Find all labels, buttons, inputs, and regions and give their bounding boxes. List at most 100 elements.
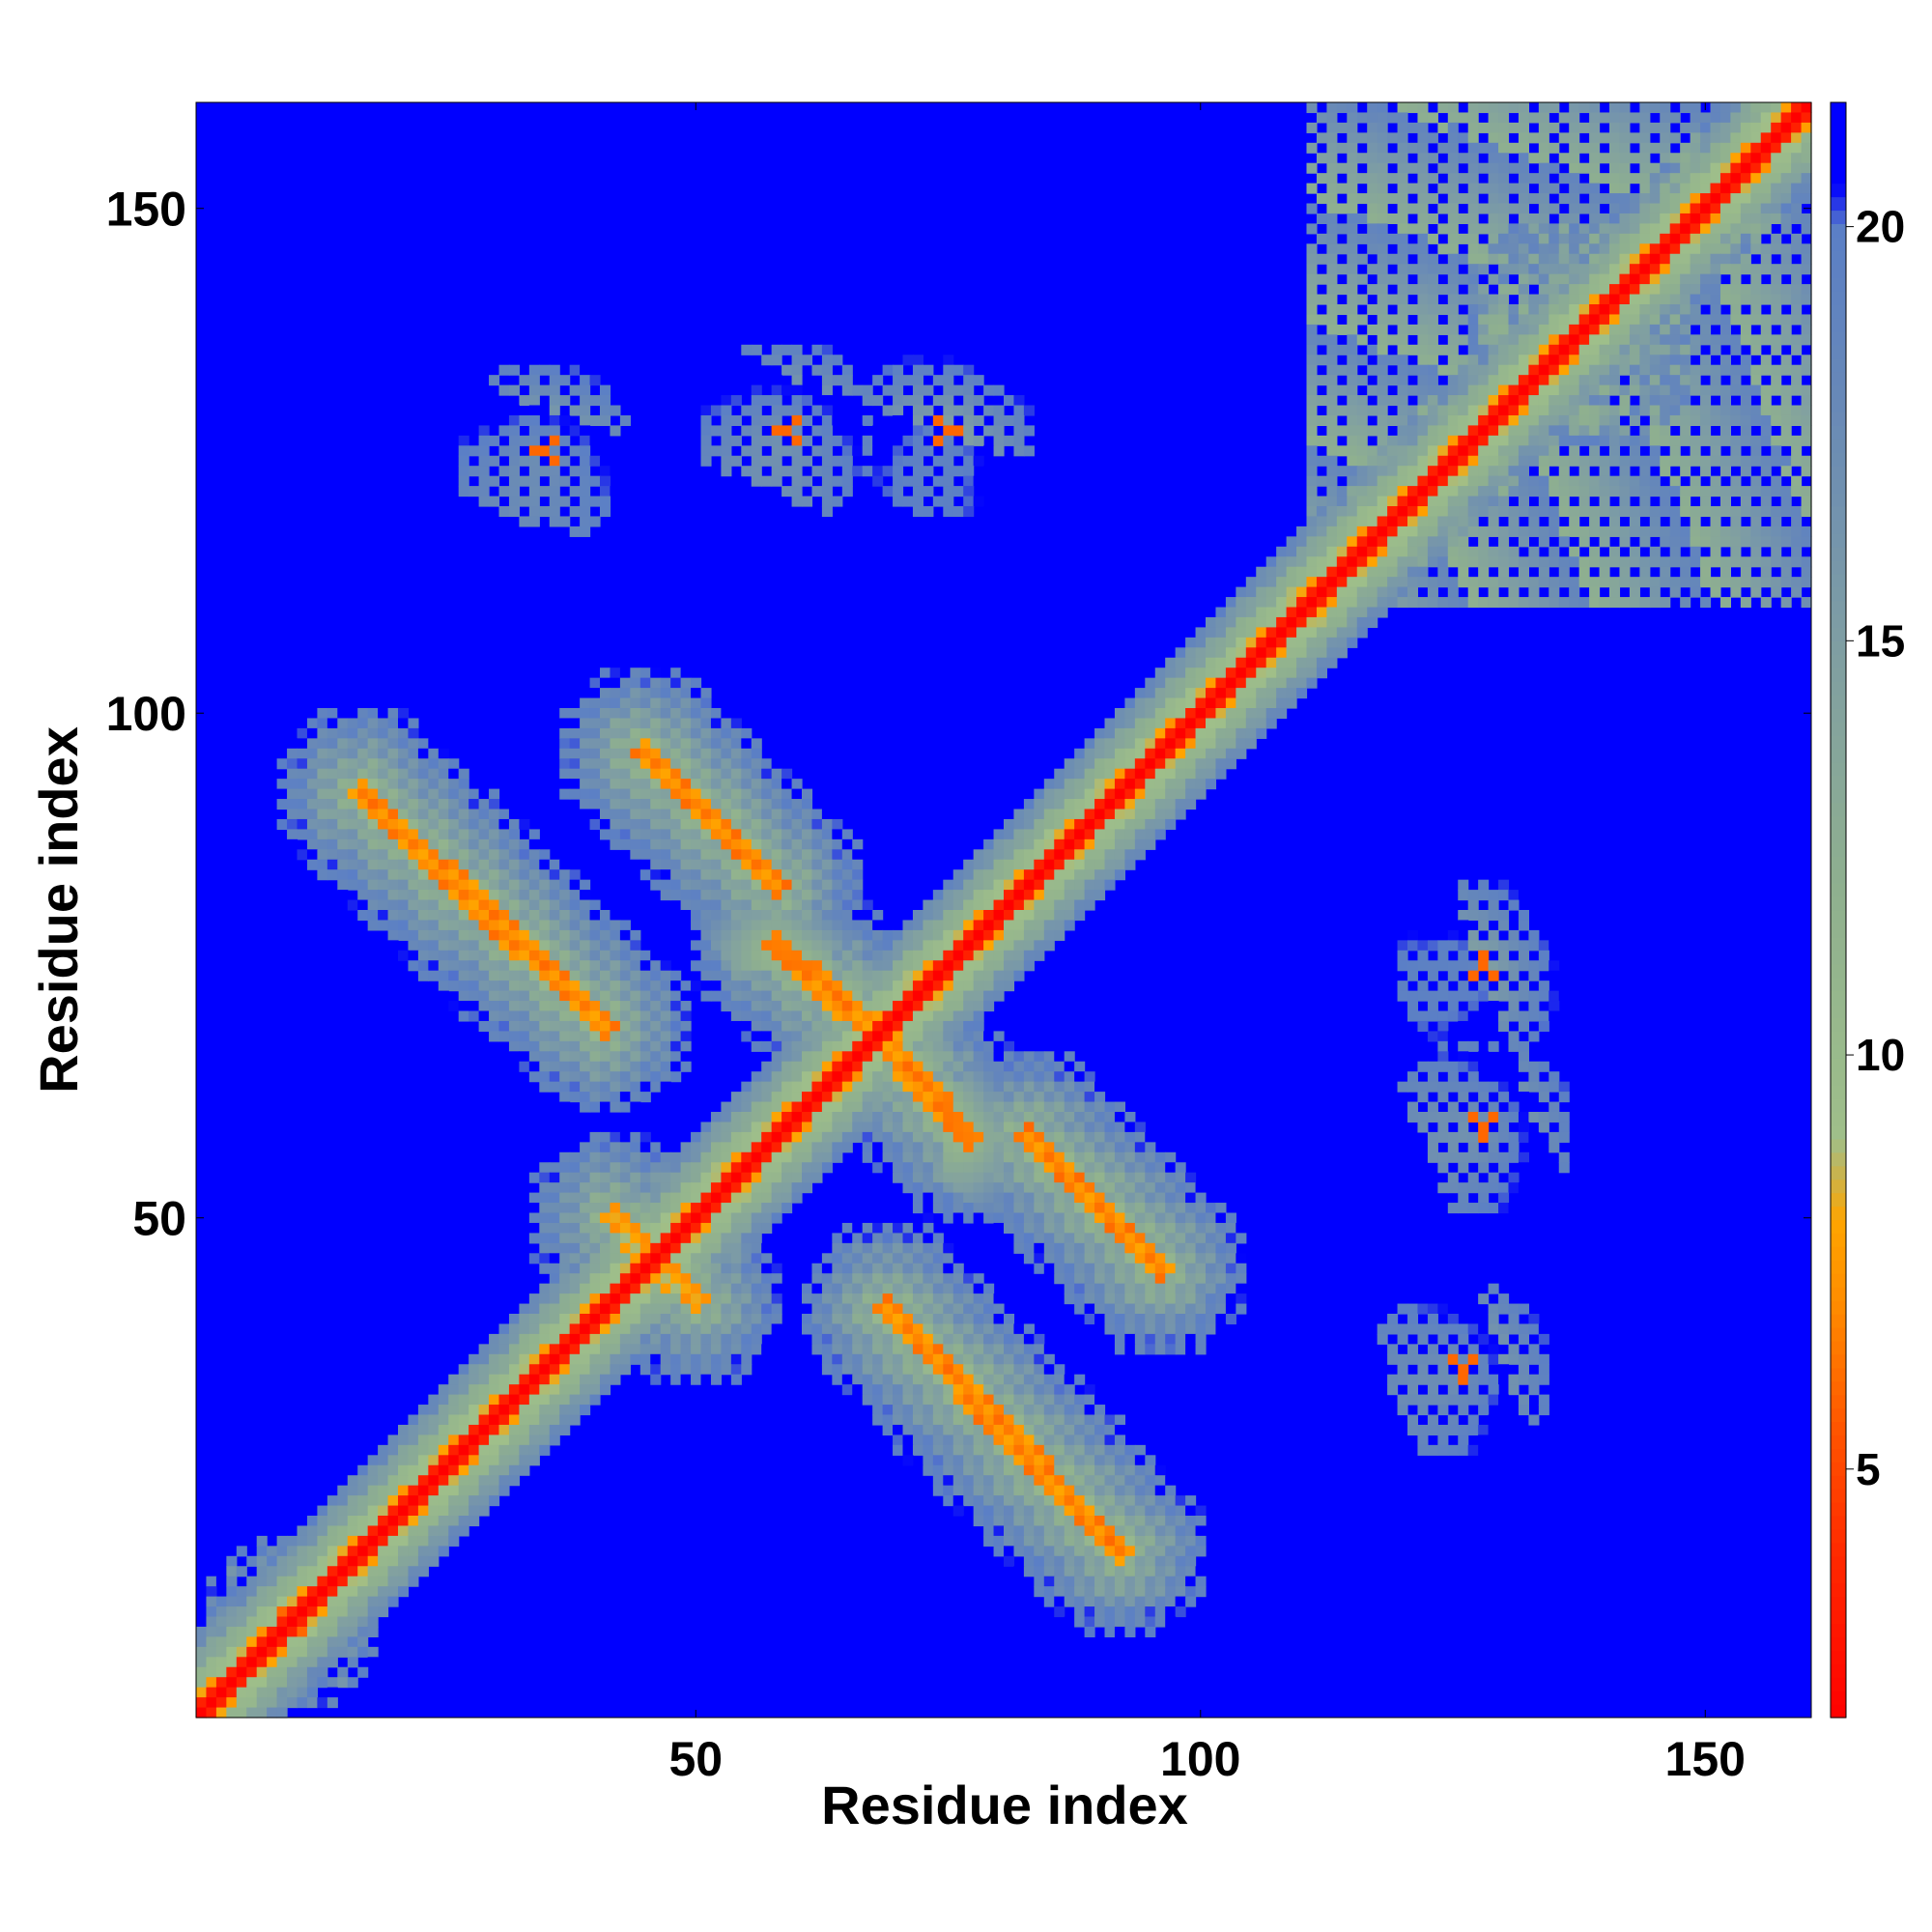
heatmap-cell xyxy=(508,879,520,891)
heatmap-cell xyxy=(1599,273,1610,285)
heatmap-cell xyxy=(791,455,803,467)
heatmap-cell xyxy=(1004,980,1015,992)
heatmap-cell xyxy=(802,940,813,952)
heatmap-cell xyxy=(1508,577,1520,588)
heatmap-cell xyxy=(862,466,873,477)
heatmap-cell xyxy=(1367,536,1378,548)
heatmap-cell xyxy=(1437,102,1449,114)
heatmap-cell xyxy=(458,950,469,961)
heatmap-cell xyxy=(1377,243,1388,255)
heatmap-cell xyxy=(508,1040,520,1052)
heatmap-cell xyxy=(1660,375,1671,386)
heatmap-cell xyxy=(1538,132,1549,144)
heatmap-cell xyxy=(983,1051,995,1063)
heatmap-cell xyxy=(852,1040,864,1052)
heatmap-cell xyxy=(761,779,773,790)
heatmap-cell xyxy=(751,738,762,750)
heatmap-cell xyxy=(1669,455,1681,467)
heatmap-cell xyxy=(589,920,601,931)
heatmap-cell xyxy=(680,1001,692,1012)
heatmap-cell xyxy=(1458,364,1469,376)
heatmap-cell xyxy=(1336,223,1348,235)
heatmap-cell xyxy=(1710,162,1721,174)
heatmap-cell xyxy=(1195,677,1207,689)
heatmap-cell xyxy=(1387,253,1399,265)
heatmap-cell xyxy=(539,445,551,457)
heatmap-cell xyxy=(952,920,964,931)
heatmap-cell xyxy=(1498,162,1510,174)
heatmap-cell xyxy=(691,920,702,931)
heatmap-cell xyxy=(710,879,722,891)
heatmap-cell xyxy=(1458,375,1469,386)
heatmap-cell xyxy=(448,940,460,952)
heatmap-cell xyxy=(1700,496,1712,507)
heatmap-cell xyxy=(1609,153,1621,164)
heatmap-cell xyxy=(1740,435,1751,446)
heatmap-cell xyxy=(1801,324,1812,335)
heatmap-cell xyxy=(963,435,975,446)
heatmap-cell xyxy=(1801,486,1812,497)
heatmap-cell xyxy=(1498,203,1510,214)
heatmap-cell xyxy=(408,849,419,861)
heatmap-cell xyxy=(1427,132,1438,144)
heatmap-cell xyxy=(1326,445,1338,457)
heatmap-cell xyxy=(1488,1001,1499,1012)
heatmap-cell xyxy=(902,950,914,961)
heatmap-cell xyxy=(1114,748,1125,759)
heatmap-cell xyxy=(1780,264,1792,275)
heatmap-cell xyxy=(619,1020,631,1032)
heatmap-cell xyxy=(528,990,540,1002)
heatmap-cell xyxy=(670,869,682,881)
heatmap-cell xyxy=(1377,253,1388,265)
heatmap-cell xyxy=(1589,203,1601,214)
heatmap-cell xyxy=(1347,355,1358,366)
heatmap-cell xyxy=(983,980,995,992)
heatmap-cell xyxy=(1498,294,1510,305)
heatmap-cell xyxy=(528,435,540,446)
heatmap-cell xyxy=(1528,112,1540,124)
heatmap-cell xyxy=(1801,122,1812,133)
heatmap-cell xyxy=(902,1040,914,1052)
heatmap-cell xyxy=(1730,375,1742,386)
heatmap-cell xyxy=(1145,738,1156,750)
heatmap-cell xyxy=(458,475,469,487)
heatmap-cell xyxy=(1801,132,1812,144)
heatmap-cell xyxy=(1750,506,1762,518)
heatmap-cell xyxy=(1609,586,1621,598)
heatmap-cell xyxy=(1326,556,1338,568)
heatmap-cell xyxy=(398,950,410,961)
heatmap-cell xyxy=(1730,556,1742,568)
heatmap-cell xyxy=(710,849,722,861)
heatmap-cell xyxy=(357,869,369,881)
heatmap-cell xyxy=(1508,435,1520,446)
heatmap-cell xyxy=(1377,213,1388,224)
heatmap-cell xyxy=(1094,838,1106,850)
heatmap-cell xyxy=(811,929,823,941)
heatmap-cell xyxy=(1447,435,1459,446)
heatmap-cell xyxy=(1639,324,1651,335)
heatmap-cell xyxy=(700,708,712,720)
heatmap-cell xyxy=(771,466,782,477)
heatmap-cell xyxy=(327,708,338,720)
heatmap-cell xyxy=(1347,344,1358,355)
heatmap-cell xyxy=(902,414,914,426)
heatmap-cell xyxy=(1094,799,1106,810)
heatmap-cell xyxy=(1326,314,1338,326)
heatmap-cell xyxy=(1145,809,1156,820)
heatmap-cell xyxy=(1730,223,1742,235)
heatmap-cell xyxy=(1538,173,1549,185)
heatmap-cell xyxy=(1437,920,1449,931)
heatmap-cell xyxy=(1710,213,1721,224)
heatmap-cell xyxy=(721,838,732,850)
heatmap-cell xyxy=(710,859,722,870)
heatmap-cell xyxy=(882,405,894,416)
heatmap-cell xyxy=(619,677,631,689)
heatmap-cell xyxy=(963,929,975,941)
heatmap-cell xyxy=(528,475,540,487)
heatmap-cell xyxy=(963,475,975,487)
heatmap-cell xyxy=(1629,506,1640,518)
heatmap-cell xyxy=(1629,375,1640,386)
heatmap-cell xyxy=(1498,223,1510,235)
heatmap-cell xyxy=(1639,435,1651,446)
heatmap-cell xyxy=(398,718,410,729)
